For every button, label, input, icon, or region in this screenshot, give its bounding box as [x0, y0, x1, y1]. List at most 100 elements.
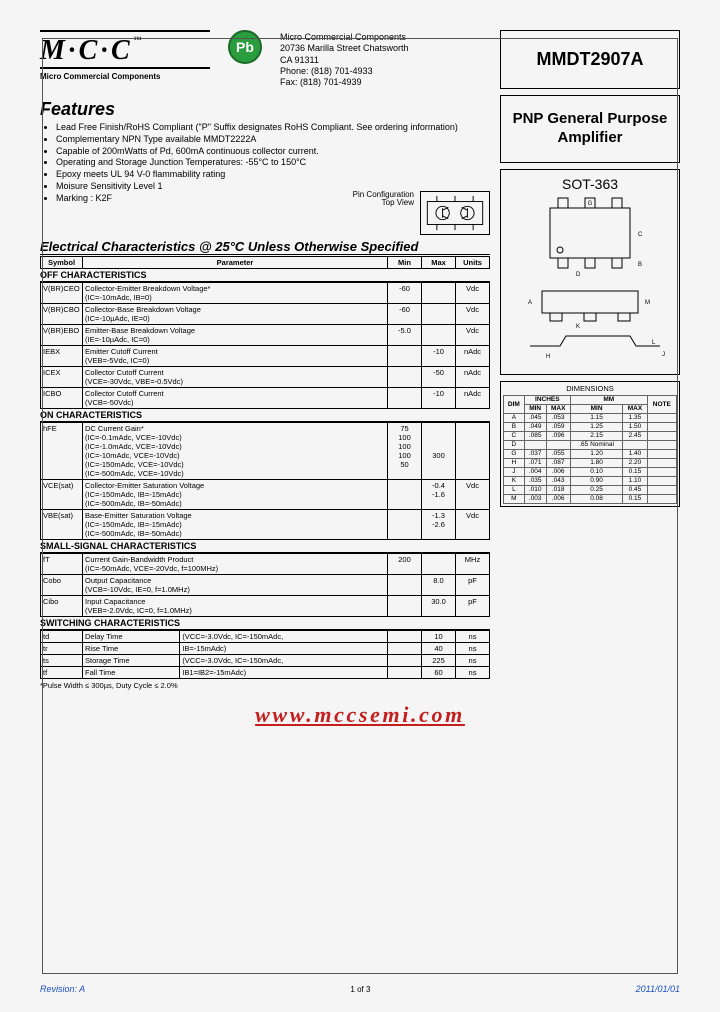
- pb-badge-block: Pb: [220, 30, 270, 89]
- cell-param: Emitter Cutoff Current (VEB=-5Vdc, IC=0): [83, 345, 388, 366]
- addr-line: CA 91311: [280, 55, 490, 66]
- off-char-table: V(BR)CEOCollector-Emitter Breakdown Volt…: [40, 282, 490, 409]
- cell-max: -50: [422, 366, 456, 387]
- cell-max: -1.3 -2.6: [422, 509, 456, 539]
- cell-symbol: VCE(sat): [41, 479, 83, 509]
- cell-min: [388, 345, 422, 366]
- svg-text:M: M: [645, 300, 650, 306]
- table-row: V(BR)CEOCollector-Emitter Breakdown Volt…: [41, 282, 490, 303]
- cell-unit: pF: [456, 595, 490, 616]
- cell-min: [388, 666, 422, 678]
- cell: J: [504, 467, 525, 476]
- cell-unit: ns: [456, 666, 490, 678]
- feature-item: Complementary NPN Type available MMDT222…: [56, 134, 490, 145]
- footer: Revision: A 1 of 3 2011/01/01: [40, 984, 680, 994]
- table-row: CoboOutput Capacitance (VCB=-10Vdc, IE=0…: [41, 574, 490, 595]
- cell: [647, 422, 676, 431]
- cell-max: [422, 553, 456, 574]
- cell-min: [388, 509, 422, 539]
- cell-max: 300: [422, 422, 456, 479]
- cell-param: Storage Time: [83, 654, 180, 666]
- addr-line: Phone: (818) 701-4933: [280, 66, 490, 77]
- svg-text:B: B: [638, 262, 642, 268]
- cell: 1.40: [623, 449, 647, 458]
- part-number-box: MMDT2907A: [500, 30, 680, 89]
- cell: .085: [524, 431, 546, 440]
- cell: L: [504, 485, 525, 494]
- cell-max: -0.4 -1.6: [422, 479, 456, 509]
- cell-sub: MIN: [570, 404, 622, 413]
- elec-header-table: Symbol Parameter Min Max Units: [40, 256, 490, 269]
- cell-symbol: hFE: [41, 422, 83, 479]
- header: M·C·C™ Micro Commercial Components Pb Mi…: [40, 30, 680, 89]
- cell-max: 10: [422, 630, 456, 642]
- company-logo-tagline: Micro Commercial Components: [40, 72, 210, 81]
- cell: .055: [546, 449, 570, 458]
- table-row: tdDelay Time(VCC=-3.0Vdc, IC=-150mAdc,10…: [41, 630, 490, 642]
- table-row: IEBXEmitter Cutoff Current (VEB=-5Vdc, I…: [41, 345, 490, 366]
- cell-param: Current Gain-Bandwidth Product (IC=-50mA…: [83, 553, 388, 574]
- logo-bottom-bar: [40, 67, 210, 69]
- cell: .045: [524, 413, 546, 422]
- electrical-char-heading: Electrical Characteristics @ 25°C Unless…: [40, 239, 490, 255]
- cell: .059: [546, 422, 570, 431]
- footer-date: 2011/01/01: [636, 984, 680, 994]
- cell-cond: IB=-15mAdc): [180, 642, 388, 654]
- cell: 1.50: [623, 422, 647, 431]
- cell-min: 75 100 100 100 50: [388, 422, 422, 479]
- cell-symbol: fT: [41, 553, 83, 574]
- cell: M: [504, 494, 525, 503]
- cell: [623, 440, 647, 449]
- cell-symbol: IEBX: [41, 345, 83, 366]
- table-row: C.085.0962.152.45: [504, 431, 677, 440]
- table-row: H.071.0871.802.20: [504, 458, 677, 467]
- cell: 1.10: [623, 476, 647, 485]
- cell: 2.15: [570, 431, 622, 440]
- cell-min: -5.0: [388, 324, 422, 345]
- cell-cond: IB1=IB2=-15mAdc): [180, 666, 388, 678]
- cell-unit: Vdc: [456, 303, 490, 324]
- cell-unit: MHz: [456, 553, 490, 574]
- cell: [546, 440, 570, 449]
- pin-config-label: Pin Configuration Top View: [353, 191, 414, 209]
- cell: .65 Nominal: [570, 440, 622, 449]
- cell-min: [388, 630, 422, 642]
- cell-max: 225: [422, 654, 456, 666]
- cell: 0.25: [570, 485, 622, 494]
- table-row: A.045.0531.151.35: [504, 413, 677, 422]
- cell: 2.45: [623, 431, 647, 440]
- cell-max: [422, 324, 456, 345]
- cell: [647, 476, 676, 485]
- table-row: hFEDC Current Gain* (IC=-0.1mAdc, VCE=-1…: [41, 422, 490, 479]
- cell-param: Base-Emitter Saturation Voltage (IC=-150…: [83, 509, 388, 539]
- cell: C: [504, 431, 525, 440]
- table-row: VBE(sat)Base-Emitter Saturation Voltage …: [41, 509, 490, 539]
- pb-free-icon: Pb: [228, 30, 262, 64]
- cell-unit: Vdc: [456, 509, 490, 539]
- left-column: Features Lead Free Finish/RoHS Compliant…: [40, 95, 490, 690]
- cell: .003: [524, 494, 546, 503]
- cell: .053: [546, 413, 570, 422]
- package-outline-icon: G C B D A M K H L J: [510, 196, 670, 366]
- cell-min: [388, 366, 422, 387]
- feature-item: Operating and Storage Junction Temperatu…: [56, 157, 490, 168]
- package-box: SOT-363 G C B D A: [500, 169, 680, 375]
- cell: [647, 467, 676, 476]
- svg-text:H: H: [546, 354, 550, 360]
- addr-line: 20736 Marilla Street Chatsworth: [280, 43, 490, 54]
- feature-item: Lead Free Finish/RoHS Compliant ("P" Suf…: [56, 122, 490, 133]
- cell-min: [388, 387, 422, 408]
- small-signal-heading: SMALL-SIGNAL CHARACTERISTICS: [40, 540, 490, 553]
- cell-max: 60: [422, 666, 456, 678]
- dimensions-box: DIMENSIONS DIMINCHESMMNOTEMINMAXMINMAXA.…: [500, 381, 680, 507]
- cell-param: Collector Cutoff Current (VCB=-50Vdc): [83, 387, 388, 408]
- cell-symbol: tf: [41, 666, 83, 678]
- cell-param: DC Current Gain* (IC=-0.1mAdc, VCE=-10Vd…: [83, 422, 388, 479]
- cell: [524, 440, 546, 449]
- col-parameter: Parameter: [83, 256, 388, 268]
- cell-max: -10: [422, 387, 456, 408]
- cell: [647, 449, 676, 458]
- cell-unit: Vdc: [456, 324, 490, 345]
- cell-unit: ns: [456, 642, 490, 654]
- dimensions-table: DIMINCHESMMNOTEMINMAXMINMAXA.045.0531.15…: [503, 395, 677, 504]
